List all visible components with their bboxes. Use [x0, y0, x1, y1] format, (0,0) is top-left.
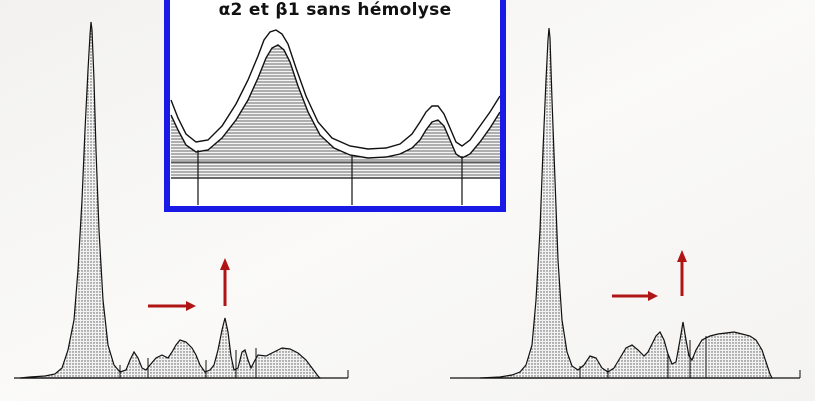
inset-zoom-panel — [164, 0, 506, 212]
right-trace-fraction-markers — [579, 336, 707, 378]
right-horizontal-arrow — [612, 291, 658, 301]
inset-frame — [164, 0, 506, 212]
left-horizontal-arrow — [148, 301, 196, 311]
inset-caption: α2 et β1 sans hémolyse — [218, 0, 452, 20]
right-vertical-arrow — [677, 250, 687, 296]
inset-inner-curve — [170, 44, 501, 159]
left-trace-fraction-markers — [119, 348, 257, 378]
left-vertical-arrow — [220, 258, 230, 306]
right-electrophoresis-trace — [450, 27, 801, 379]
left-electrophoresis-trace — [14, 21, 349, 379]
inset-fraction-markers — [197, 150, 463, 205]
right-trace-fill — [479, 27, 773, 379]
inset-outer-curve — [170, 29, 501, 150]
inset-trace-fill — [171, 45, 500, 178]
